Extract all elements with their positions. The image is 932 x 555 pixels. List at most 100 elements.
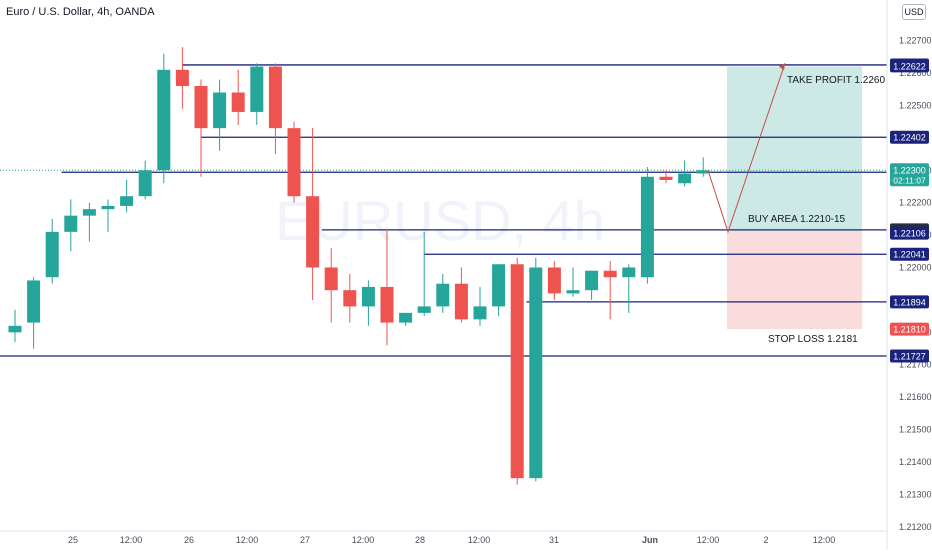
projection-arrowhead — [779, 63, 785, 71]
candle — [138, 160, 152, 200]
price-tick-label: 1.21200 — [899, 522, 932, 532]
time-axis[interactable]: 25 12:00 26 12:00 27 12:00 28 12:00 31 Jun 12:00 2 1… — [0, 530, 887, 545]
candle-body — [417, 306, 431, 313]
time-tick-label: 12:00 — [697, 535, 720, 545]
candle — [492, 264, 506, 317]
price-label-bg — [890, 59, 929, 73]
candle-body — [585, 270, 599, 291]
candle — [120, 180, 134, 213]
symbol-watermark: EURUSD, 4h — [275, 189, 605, 252]
candle-body — [194, 86, 208, 129]
time-tick-label: 12:00 — [352, 535, 375, 545]
candle-body — [603, 270, 617, 278]
candle — [696, 157, 710, 177]
candle — [399, 312, 413, 326]
candle-body — [306, 196, 320, 268]
candle — [82, 202, 96, 242]
candle — [175, 47, 189, 109]
buy-area-label: BUY AREA 1.2210-15 — [748, 214, 846, 225]
price-label: 1.22106 — [893, 229, 926, 239]
price-tick-label: 1.21700 — [899, 360, 932, 370]
level-price-label: 1.21894 — [893, 297, 926, 307]
candle-body — [454, 283, 468, 320]
price-label-bg — [890, 322, 929, 336]
time-tick-label: 12:00 — [468, 535, 491, 545]
time-tick-label: 12:00 — [236, 535, 259, 545]
time-tick-label: 27 — [300, 535, 310, 545]
candle-body — [547, 267, 561, 294]
price-label: 1.21810 — [893, 325, 926, 335]
candle-body — [510, 264, 524, 479]
candle — [268, 63, 282, 155]
take-profit-label: TAKE PROFIT 1.2260 — [787, 75, 885, 86]
price-tick-label: 1.21400 — [899, 457, 932, 467]
position-tool[interactable]: TAKE PROFIT 1.2260 BUY AREA 1.2210-15 STOP… — [707, 63, 885, 345]
time-tick-label: 12:00 — [120, 535, 143, 545]
position-zones — [727, 66, 862, 330]
time-tick-label: 28 — [415, 535, 425, 545]
candle — [585, 270, 599, 300]
price-tick-label: 1.22000 — [899, 263, 932, 273]
current-price-bg — [890, 163, 929, 187]
candle — [454, 267, 468, 323]
candles — [8, 47, 710, 485]
candle — [64, 199, 78, 252]
candle-body — [640, 176, 654, 278]
candle — [343, 273, 357, 323]
level-price-label: 1.21727 — [893, 351, 926, 361]
candle-body — [678, 173, 692, 184]
candle — [380, 228, 394, 346]
price-tick-label: 1.22200 — [899, 198, 932, 208]
stop-loss-zone — [727, 231, 862, 330]
level-price-label-bg — [890, 130, 929, 144]
price-label: 1.22622 — [893, 61, 926, 71]
candle-body — [696, 170, 710, 174]
candle-body — [343, 290, 357, 307]
candle — [27, 277, 41, 349]
candle-body — [268, 66, 282, 129]
price-tick-label: 1.21300 — [899, 489, 932, 499]
time-tick-label: 26 — [184, 535, 194, 545]
price-tick-label: 1.21500 — [899, 425, 932, 435]
price-tick-label: 1.22500 — [899, 100, 932, 110]
time-tick-label: 12:00 — [813, 535, 836, 545]
time-tick-label: 31 — [549, 535, 559, 545]
price-tick-label: 1.22700 — [899, 36, 932, 46]
candle — [213, 79, 227, 151]
level-price-label-bg — [890, 349, 929, 363]
bar-countdown: 02:11:07 — [893, 175, 926, 185]
candle-body — [361, 286, 375, 307]
currency-badge[interactable]: USD — [902, 4, 926, 20]
candle-body — [287, 128, 301, 197]
candle — [547, 261, 561, 300]
candle-body — [120, 196, 134, 206]
time-tick-label: 25 — [68, 535, 78, 545]
candle-body — [138, 170, 152, 197]
candle-body — [82, 209, 96, 216]
price-tick-label: 1.22600 — [899, 68, 932, 78]
projection-path — [707, 63, 786, 234]
stop-loss-label: STOP LOSS 1.2181 — [768, 334, 858, 345]
candle — [45, 218, 59, 284]
candle — [361, 280, 375, 326]
price-axis[interactable]: 1.21200 1.21300 1.21400 1.21500 1.21600 1.217… — [886, 0, 932, 550]
candle-body — [399, 312, 413, 323]
candle — [250, 63, 264, 125]
time-tick-label: 2 — [763, 535, 768, 545]
candle-body — [64, 215, 78, 232]
candle-body — [157, 69, 171, 171]
candle — [510, 257, 524, 485]
candle — [622, 264, 636, 313]
price-label-bg — [890, 226, 929, 240]
candle — [678, 160, 692, 187]
candle-body — [566, 290, 580, 294]
candle — [436, 273, 450, 313]
candle — [640, 167, 654, 284]
candle — [529, 257, 543, 482]
candle-body — [436, 283, 450, 307]
candle-body — [213, 92, 227, 129]
candle-body — [324, 267, 338, 291]
candle — [157, 53, 171, 184]
